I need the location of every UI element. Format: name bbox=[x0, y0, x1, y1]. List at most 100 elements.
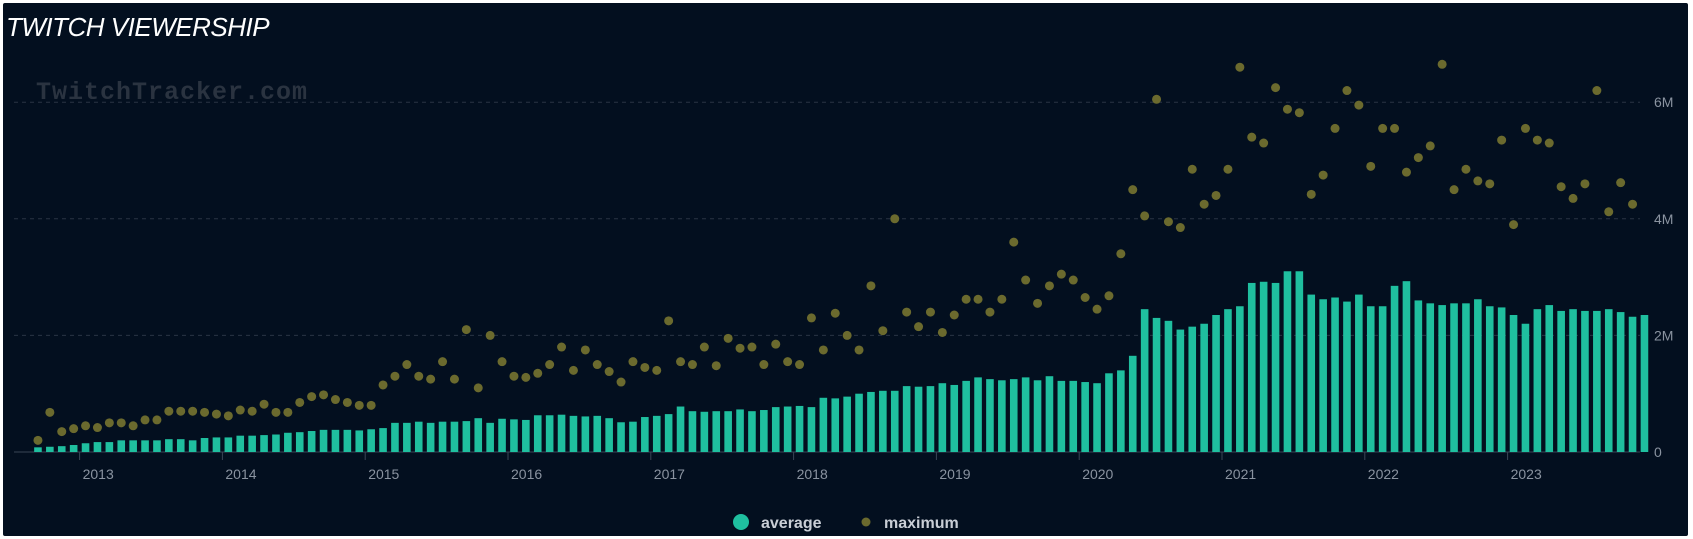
bar-average bbox=[224, 437, 233, 452]
bar-average bbox=[1402, 281, 1411, 452]
point-maximum bbox=[1425, 141, 1435, 151]
point-maximum bbox=[1592, 86, 1602, 96]
bar-average bbox=[795, 405, 804, 452]
point-maximum bbox=[628, 357, 638, 367]
bar-average bbox=[1581, 310, 1589, 452]
x-tick-label: 2016 bbox=[511, 466, 542, 482]
point-maximum bbox=[485, 330, 495, 340]
bar-average bbox=[1224, 309, 1232, 452]
bar-average bbox=[902, 386, 911, 452]
point-maximum bbox=[319, 390, 329, 400]
point-maximum bbox=[592, 360, 602, 370]
point-maximum bbox=[771, 339, 781, 349]
bar-average bbox=[1283, 271, 1292, 452]
x-tick-label: 2020 bbox=[1082, 466, 1113, 482]
bar-average bbox=[676, 406, 685, 452]
point-maximum bbox=[461, 325, 471, 335]
point-maximum bbox=[699, 342, 709, 352]
point-maximum bbox=[259, 399, 269, 409]
point-maximum bbox=[1366, 161, 1376, 171]
point-maximum bbox=[1473, 176, 1483, 186]
legend-maximum-marker bbox=[861, 517, 871, 527]
bar-average bbox=[1307, 294, 1316, 452]
bar-average bbox=[1105, 373, 1113, 452]
point-maximum bbox=[878, 326, 888, 336]
x-tick-label: 2015 bbox=[368, 466, 399, 482]
point-maximum bbox=[783, 357, 793, 367]
bar-average bbox=[260, 435, 268, 452]
bar-average bbox=[284, 432, 292, 452]
point-maximum bbox=[1378, 123, 1388, 133]
bar-average bbox=[700, 411, 709, 452]
bar-average bbox=[664, 414, 673, 452]
bar-average bbox=[248, 435, 256, 452]
bar-average bbox=[1200, 323, 1208, 452]
bar-average bbox=[1474, 299, 1482, 452]
bar-average bbox=[438, 421, 447, 452]
point-maximum bbox=[390, 371, 400, 381]
bar-average bbox=[1509, 314, 1518, 452]
bar-average bbox=[1557, 310, 1565, 452]
x-tick-label: 2023 bbox=[1511, 466, 1542, 482]
bar-average bbox=[414, 421, 423, 452]
point-maximum bbox=[307, 392, 317, 402]
bar-average bbox=[474, 418, 483, 452]
point-maximum bbox=[1092, 304, 1102, 314]
point-maximum bbox=[1544, 138, 1554, 148]
bar-average bbox=[1545, 305, 1554, 452]
y-tick-label: 0 bbox=[1654, 444, 1662, 460]
point-maximum bbox=[128, 421, 138, 431]
bar-average bbox=[450, 421, 459, 452]
point-maximum bbox=[937, 327, 947, 337]
bar-average bbox=[1117, 370, 1125, 452]
point-maximum bbox=[57, 427, 67, 437]
y-tick-label: 2M bbox=[1654, 327, 1673, 343]
bar-average bbox=[1212, 314, 1220, 452]
point-maximum bbox=[426, 374, 436, 384]
bar-average bbox=[688, 411, 697, 452]
point-maximum bbox=[1354, 100, 1364, 110]
bar-average bbox=[1426, 303, 1435, 452]
bar-average bbox=[1355, 294, 1363, 452]
x-tick-label: 2018 bbox=[797, 466, 828, 482]
point-maximum bbox=[711, 361, 721, 371]
point-maximum bbox=[723, 333, 733, 343]
bar-average bbox=[1593, 310, 1601, 452]
bar-average bbox=[1640, 314, 1649, 452]
bar-average bbox=[593, 415, 602, 452]
point-maximum bbox=[271, 407, 281, 417]
bar-average bbox=[914, 386, 923, 452]
point-maximum bbox=[295, 397, 305, 407]
point-maximum bbox=[795, 360, 805, 370]
point-maximum bbox=[759, 360, 769, 370]
point-maximum bbox=[580, 345, 590, 355]
point-maximum bbox=[104, 418, 114, 428]
bar-average bbox=[736, 409, 744, 452]
bar-average bbox=[1366, 306, 1375, 452]
bar-average bbox=[652, 415, 661, 452]
point-maximum bbox=[1128, 185, 1138, 195]
bar-average bbox=[295, 432, 304, 452]
point-maximum bbox=[973, 294, 983, 304]
point-maximum bbox=[842, 330, 852, 340]
bar-average bbox=[379, 428, 387, 452]
bar-average bbox=[1628, 316, 1637, 452]
bar-average bbox=[1485, 306, 1494, 452]
point-maximum bbox=[818, 345, 828, 355]
bar-average bbox=[1604, 309, 1613, 452]
point-maximum bbox=[438, 357, 448, 367]
bar-average bbox=[831, 398, 840, 452]
bar-average bbox=[867, 391, 875, 452]
bar-average bbox=[343, 429, 352, 452]
point-maximum bbox=[1509, 220, 1519, 230]
point-maximum bbox=[247, 406, 257, 416]
point-maximum bbox=[557, 342, 567, 352]
x-tick-label: 2017 bbox=[654, 466, 685, 482]
y-tick-label: 6M bbox=[1654, 94, 1673, 110]
point-maximum bbox=[997, 294, 1007, 304]
bar-average bbox=[510, 419, 518, 452]
legend-average-label: average bbox=[761, 515, 822, 532]
bar-average bbox=[974, 377, 982, 452]
point-maximum bbox=[1175, 223, 1185, 233]
